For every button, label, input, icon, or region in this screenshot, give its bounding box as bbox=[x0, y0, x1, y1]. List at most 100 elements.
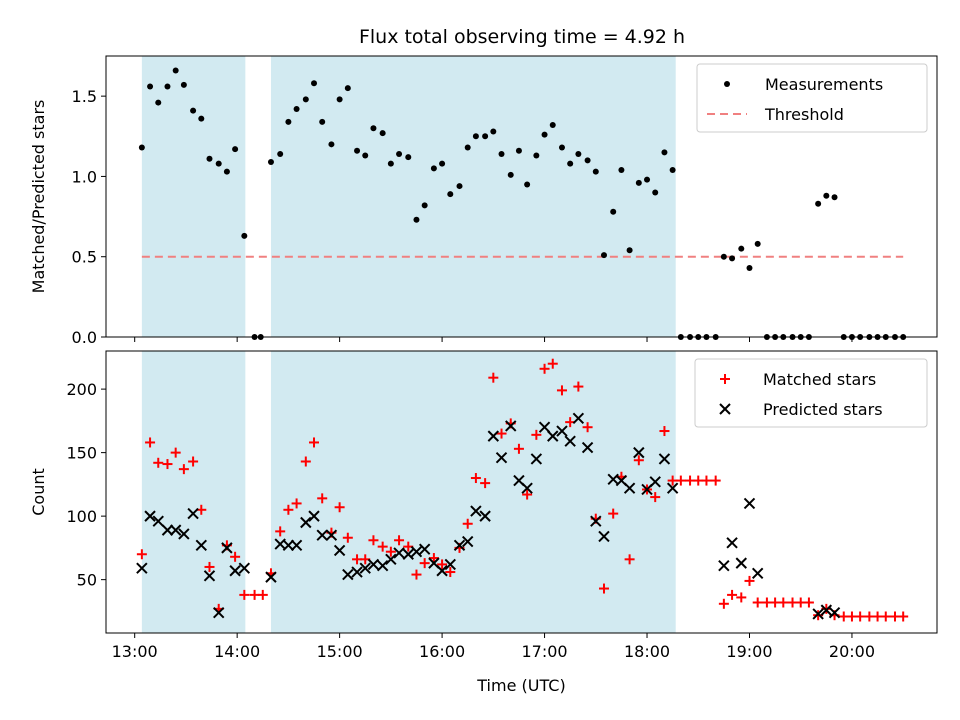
predicted-stars-point bbox=[187, 507, 199, 520]
predicted-stars-point bbox=[812, 608, 824, 620]
y-tick-label: 150 bbox=[66, 444, 97, 463]
matched-stars-point bbox=[411, 569, 422, 580]
legend-box bbox=[694, 358, 928, 428]
matched-stars-point bbox=[170, 447, 181, 458]
measurements-point bbox=[729, 255, 736, 262]
x-stroke-b bbox=[658, 453, 671, 465]
x-stroke-b bbox=[718, 559, 730, 572]
predicted-stars-point bbox=[290, 539, 303, 552]
measurements-point bbox=[600, 252, 607, 259]
measurements-point bbox=[815, 200, 822, 207]
y-tick-label: 1.0 bbox=[72, 167, 97, 186]
x-stroke-b bbox=[213, 606, 225, 619]
legend-label: Matched stars bbox=[763, 370, 876, 389]
x-stroke-b bbox=[290, 539, 303, 552]
matched-stars-point bbox=[204, 561, 215, 572]
observing-window-2 bbox=[270, 351, 676, 633]
measurements-point bbox=[396, 150, 403, 157]
predicted-stars-point bbox=[152, 515, 164, 527]
predicted-stars-point bbox=[316, 529, 328, 541]
measurements-point bbox=[831, 194, 838, 201]
x-stroke-b bbox=[203, 570, 216, 582]
matched-stars-point bbox=[855, 611, 866, 622]
x-stroke-b bbox=[521, 482, 533, 494]
x-stroke-b bbox=[461, 535, 474, 548]
measurements-point bbox=[172, 67, 179, 74]
predicted-stars-point bbox=[308, 510, 320, 522]
predicted-stars-point bbox=[282, 539, 295, 552]
measurements-point bbox=[533, 152, 540, 159]
x-stroke-b bbox=[333, 544, 346, 557]
x-stroke-b bbox=[487, 430, 500, 442]
predicted-stars-point bbox=[367, 558, 380, 571]
observing-window-1 bbox=[141, 56, 246, 337]
x-stroke-b bbox=[444, 558, 456, 571]
predicted-stars-point bbox=[658, 453, 671, 465]
measurements-point bbox=[387, 160, 394, 167]
predicted-stars-point bbox=[505, 420, 517, 432]
predicted-stars-point bbox=[161, 524, 174, 536]
matched-stars-point bbox=[752, 597, 763, 608]
matched-stars-point bbox=[598, 583, 609, 594]
matched-stars-point bbox=[178, 464, 189, 475]
legend-label: Measurements bbox=[765, 75, 883, 94]
measurements-point bbox=[515, 147, 522, 154]
measurements-point bbox=[232, 146, 239, 153]
x-tick-label: 15:00 bbox=[317, 642, 363, 661]
matched-stars-point bbox=[778, 597, 789, 608]
predicted-stars-point bbox=[479, 510, 491, 522]
y-tick-label: 1.5 bbox=[72, 87, 97, 106]
matched-stars-point bbox=[744, 575, 755, 586]
matched-stars-point bbox=[188, 456, 199, 467]
measurements-point bbox=[746, 264, 753, 271]
measurements-point bbox=[405, 154, 412, 161]
x-tick-label: 16:00 bbox=[419, 642, 465, 661]
x-stroke-b bbox=[376, 559, 389, 572]
x-stroke-b bbox=[195, 539, 208, 552]
matched-stars-point bbox=[309, 437, 320, 448]
predicted-stars-point bbox=[649, 476, 661, 488]
x-stroke-b bbox=[265, 571, 277, 583]
predicted-stars-point bbox=[453, 539, 466, 552]
x-stroke-b bbox=[556, 425, 568, 437]
x-stroke-b bbox=[649, 476, 661, 488]
measurements-point bbox=[507, 171, 514, 178]
measurements-point bbox=[610, 208, 617, 215]
matched-stars-point bbox=[556, 385, 567, 396]
predicted-stars-point bbox=[743, 497, 756, 510]
predicted-stars-point bbox=[556, 425, 568, 437]
measurements-point bbox=[293, 105, 300, 112]
x-stroke-b bbox=[828, 606, 841, 619]
measurements-point bbox=[490, 128, 497, 135]
predicted-stars-point bbox=[418, 543, 431, 555]
x-stroke-b bbox=[144, 510, 156, 522]
predicted-stars-point bbox=[521, 482, 533, 494]
measurements-point bbox=[206, 155, 213, 162]
x-stroke-b bbox=[505, 420, 517, 432]
measurements-point bbox=[215, 160, 222, 167]
measurements-point bbox=[669, 167, 676, 174]
measurements-point bbox=[302, 96, 309, 103]
measurements-point bbox=[456, 183, 463, 190]
predicted-stars-point bbox=[436, 565, 448, 577]
predicted-stars-point bbox=[144, 510, 156, 522]
matched-stars-point bbox=[368, 535, 379, 546]
x-stroke-b bbox=[436, 565, 448, 577]
measurements-point bbox=[652, 189, 659, 196]
matched-stars-point bbox=[701, 475, 712, 486]
x-tick-label: 20:00 bbox=[829, 642, 875, 661]
predicted-stars-point bbox=[666, 482, 679, 494]
measurements-point bbox=[190, 107, 197, 114]
x-stroke-b bbox=[623, 482, 636, 494]
predicted-stars-point bbox=[623, 482, 636, 494]
measurements-point bbox=[362, 152, 369, 159]
measurements-point bbox=[147, 83, 154, 90]
measurements-point bbox=[738, 245, 745, 252]
matched-stars-point bbox=[283, 504, 294, 515]
matched-stars-point bbox=[898, 611, 909, 622]
measurements-point bbox=[439, 160, 446, 167]
predicted-stars-point bbox=[444, 558, 456, 571]
x-stroke-b bbox=[325, 529, 338, 541]
matched-stars-point bbox=[394, 535, 405, 546]
x-stroke-b bbox=[513, 474, 525, 487]
